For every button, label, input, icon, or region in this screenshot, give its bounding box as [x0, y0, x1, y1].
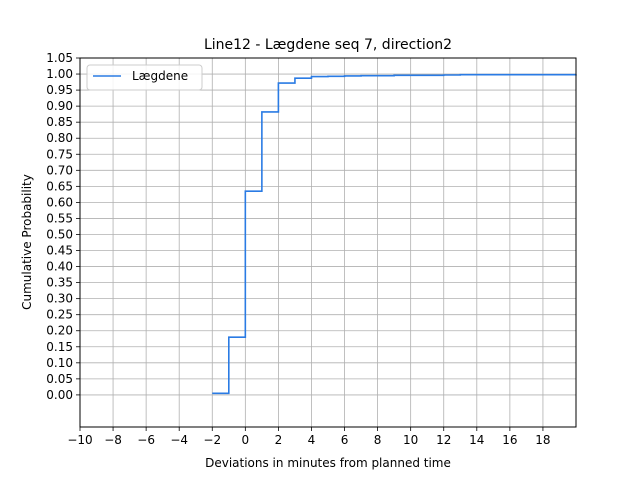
y-tick-label: 0.95	[46, 83, 73, 97]
x-tick-label: 8	[374, 433, 382, 447]
series-group	[212, 73, 577, 395]
plot-frame	[79, 57, 577, 428]
y-tick-label: 0.25	[46, 308, 73, 322]
x-tick-label: 12	[436, 433, 451, 447]
x-axis: −10 −8 −6 −4 −2 0 2 4 6 8 10 12 14 16 18	[67, 427, 551, 447]
y-tick-label: 0.55	[46, 211, 73, 225]
y-axis: 0.00 0.05 0.10 0.15 0.20 0.25 0.30 0.35 0.40 0.45…	[46, 51, 80, 402]
y-tick-label: 0.20	[46, 324, 73, 338]
x-tick-label: 14	[469, 433, 484, 447]
y-tick-label: 0.05	[46, 372, 73, 386]
legend-box	[86, 64, 203, 91]
chart-title: Line12 - Lægdene seq 7, direction2	[204, 37, 452, 53]
y-tick-label: 0.45	[46, 244, 73, 258]
x-tick-label: −10	[67, 433, 92, 447]
y-tick-label: 0.65	[46, 179, 73, 193]
x-axis-label: Deviations in minutes from planned time	[205, 456, 451, 470]
y-tick-label: 0.85	[46, 115, 73, 129]
y-tick-label: 0.10	[46, 356, 73, 370]
y-tick-label: 0.30	[46, 292, 73, 306]
y-axis-label: Cumulative Probability	[20, 174, 34, 310]
y-tick-label: 0.40	[46, 260, 73, 274]
series-line-laegdene	[212, 73, 577, 395]
y-tick-label: 0.00	[46, 388, 73, 402]
y-tick-label: 0.80	[46, 131, 73, 145]
y-tick-label: 0.15	[46, 340, 73, 354]
x-tick-label: 4	[308, 433, 316, 447]
x-tick-label: −2	[203, 433, 221, 447]
x-tick-label: −6	[137, 433, 155, 447]
y-tick-label: 1.05	[46, 51, 73, 65]
y-tick-label: 0.50	[46, 227, 73, 241]
x-tick-label: 16	[502, 433, 517, 447]
y-tick-label: 0.75	[46, 147, 73, 161]
x-tick-label: 0	[242, 433, 250, 447]
y-tick-label: 0.60	[46, 195, 73, 209]
y-tick-label: 0.90	[46, 99, 73, 113]
legend-entry-laegdene: Lægdene	[132, 69, 188, 83]
y-tick-label: 0.70	[46, 163, 73, 177]
x-tick-label: 10	[403, 433, 418, 447]
x-tick-label: 2	[275, 433, 283, 447]
x-tick-label: −4	[170, 433, 188, 447]
x-tick-label: −8	[104, 433, 122, 447]
x-tick-label: 6	[341, 433, 349, 447]
grid	[79, 57, 576, 427]
y-tick-label: 0.35	[46, 276, 73, 290]
legend: Lægdene	[86, 64, 203, 91]
y-tick-label: 1.00	[46, 67, 73, 81]
x-tick-label: 18	[535, 433, 550, 447]
